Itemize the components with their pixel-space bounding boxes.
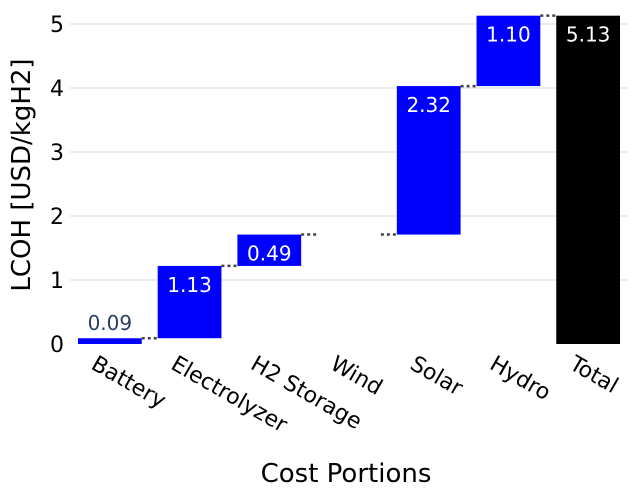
- bar-h2-storage: [237, 234, 302, 266]
- connector-lines: [141, 14, 557, 340]
- value-label: 1.10: [486, 23, 531, 47]
- bars: [77, 15, 621, 345]
- value-label: 5.13: [566, 23, 611, 47]
- value-label: 1.13: [167, 273, 212, 297]
- y-tick-label: 5: [50, 13, 64, 38]
- y-tick-label: 1: [50, 269, 64, 294]
- x-tick-label: Wind: [326, 352, 386, 401]
- x-tick-label: Battery: [87, 352, 170, 414]
- bar-battery: [77, 338, 142, 344]
- value-label: 0.49: [247, 242, 292, 266]
- y-tick-label: 0: [50, 333, 64, 358]
- y-tick-label: 2: [50, 205, 64, 230]
- y-tick-label: 4: [50, 77, 64, 102]
- grid-lines: [70, 23, 628, 281]
- bar-hydro: [476, 15, 541, 87]
- y-axis-ticks: 0 1 2 3 4 5: [50, 13, 64, 358]
- value-label: 0.09: [88, 311, 133, 335]
- x-tick-label: Solar: [406, 352, 468, 402]
- y-axis-title: LCOH [USD/kgH2]: [7, 58, 37, 291]
- x-tick-label: Total: [564, 351, 622, 399]
- value-labels: 0.09 1.13 0.49 2.32 1.10 5.13: [88, 23, 611, 336]
- x-tick-label: Hydro: [485, 352, 554, 406]
- bar-solar: [396, 86, 461, 235]
- x-axis-title: Cost Portions: [261, 459, 432, 489]
- value-label: 2.32: [406, 93, 451, 117]
- y-tick-label: 3: [50, 141, 64, 166]
- bar-electrolyzer: [157, 265, 222, 339]
- bar-total: [556, 15, 621, 345]
